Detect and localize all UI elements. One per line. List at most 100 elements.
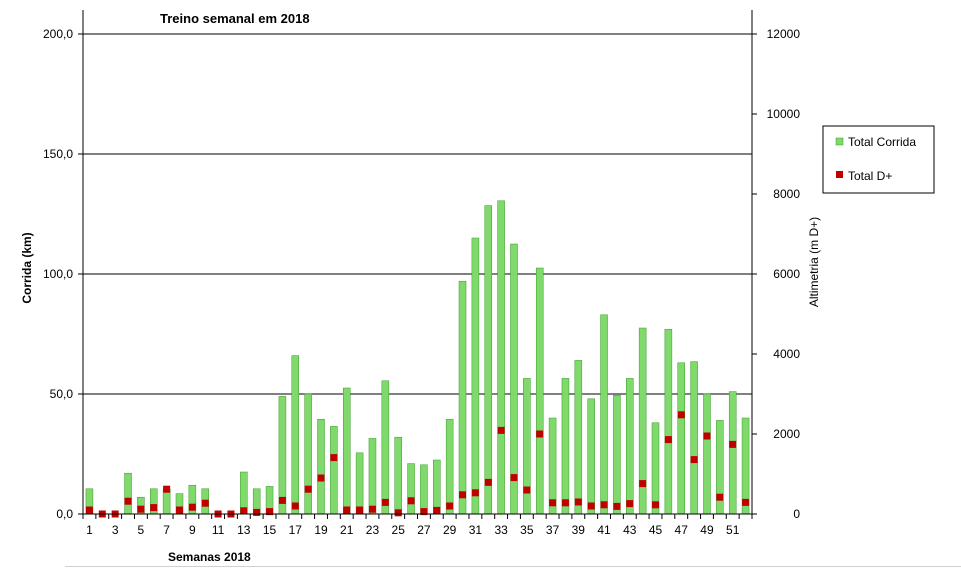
marker-total-dplus (716, 493, 724, 501)
bar-total-corrida (497, 200, 505, 515)
x-tick-label: 23 (366, 523, 380, 537)
marker-total-dplus (536, 430, 544, 438)
marker-total-dplus (343, 506, 351, 514)
bar-total-corrida (535, 267, 544, 515)
legend-swatch-corrida (835, 137, 844, 146)
legend-label-dplus: Total D+ (848, 169, 892, 183)
marker-total-dplus (613, 502, 621, 510)
x-tick-label: 45 (649, 523, 663, 537)
chart-title: Treino semanal em 2018 (160, 11, 310, 26)
x-tick-label: 51 (726, 523, 740, 537)
bar-total-corrida (728, 391, 737, 515)
y2-tick-label: 0 (793, 507, 800, 521)
x-tick-label: 1 (86, 523, 93, 537)
marker-total-dplus (549, 499, 557, 507)
bar-total-corrida (651, 422, 660, 515)
marker-total-dplus (253, 508, 261, 516)
bar-total-corrida (407, 463, 415, 515)
x-tick-label: 35 (520, 523, 534, 537)
marker-total-dplus (330, 454, 338, 462)
y2-tick-label: 8000 (773, 187, 800, 201)
marker-total-dplus (150, 504, 158, 512)
bar-total-corrida (561, 378, 570, 515)
x-tick-label: 15 (263, 523, 277, 537)
x-tick-label: 25 (392, 523, 406, 537)
x-axis-title: Semanas 2018 (168, 550, 251, 564)
y2-tick-label: 10000 (767, 107, 801, 121)
axes (82, 10, 753, 515)
x-tick-label: 11 (212, 523, 225, 537)
bar-total-corrida (626, 378, 634, 515)
legend-label-corrida: Total Corrida (848, 135, 916, 149)
x-tick-label: 39 (572, 523, 586, 537)
marker-total-dplus (201, 499, 209, 507)
y2-axis-title: Altimetria (m D+) (807, 217, 821, 307)
y2-tick-label: 12000 (767, 27, 801, 41)
bar-total-corrida (317, 418, 325, 515)
bar-total-corrida (703, 393, 711, 515)
marker-total-dplus (446, 502, 454, 510)
marker-total-dplus (639, 480, 647, 488)
bar-total-corrida (342, 387, 351, 515)
marker-total-dplus (137, 505, 145, 513)
marker-total-dplus (587, 502, 595, 510)
marker-total-dplus (368, 505, 376, 513)
y-tick-label: 100,0 (43, 267, 73, 281)
bar-total-corrida (587, 398, 595, 515)
marker-total-dplus (394, 509, 402, 517)
y-axis-title: Corrida (km) (20, 232, 34, 303)
marker-total-dplus (690, 456, 698, 464)
marker-total-dplus (278, 496, 286, 504)
x-tick-label: 31 (469, 523, 483, 537)
gridlines (83, 33, 752, 395)
marker-total-dplus (304, 485, 312, 493)
x-tick-label: 33 (494, 523, 508, 537)
left-axis-ticks: 0,0 50,0 100,0 150,0 200,0 (43, 27, 83, 521)
marker-total-dplus (459, 491, 467, 499)
x-tick-label: 21 (340, 523, 354, 537)
x-tick-label: 49 (700, 523, 714, 537)
x-tick-label: 41 (597, 523, 611, 537)
bar-total-corrida (355, 452, 364, 515)
y2-tick-label: 2000 (773, 427, 800, 441)
bar-total-corrida (278, 396, 287, 515)
marker-total-dplus (497, 426, 505, 434)
x-tick-label: 7 (163, 523, 170, 537)
y-tick-label: 200,0 (43, 27, 73, 41)
y-tick-label: 0,0 (56, 507, 73, 521)
x-tick-label: 47 (675, 523, 689, 537)
bar-total-corrida (484, 205, 493, 515)
bar-total-corrida (381, 380, 390, 515)
marker-total-dplus (291, 502, 299, 510)
marker-series (85, 411, 750, 518)
bar-total-corrida (600, 314, 608, 515)
x-tick-label: 17 (289, 523, 303, 537)
x-tick-label: 3 (112, 523, 119, 537)
marker-total-dplus (188, 503, 196, 511)
bar-total-corrida (445, 418, 454, 515)
marker-total-dplus (317, 474, 325, 482)
marker-total-dplus (266, 508, 274, 516)
marker-total-dplus (420, 508, 428, 516)
marker-total-dplus (664, 436, 672, 444)
x-tick-label: 27 (417, 523, 431, 537)
marker-total-dplus (381, 498, 389, 506)
bar-total-corrida (677, 362, 685, 515)
marker-total-dplus (510, 474, 518, 482)
marker-total-dplus (729, 440, 737, 448)
x-tick-label: 5 (138, 523, 145, 537)
marker-total-dplus (175, 506, 183, 514)
marker-total-dplus (652, 501, 660, 509)
marker-total-dplus (484, 478, 492, 486)
bar-total-corrida (368, 438, 377, 515)
bar-total-corrida (690, 361, 698, 515)
bar-series (85, 200, 750, 515)
y2-tick-label: 4000 (773, 347, 800, 361)
bar-total-corrida (471, 237, 480, 515)
bar-total-corrida (330, 426, 338, 515)
bar-total-corrida (574, 360, 583, 515)
x-tick-label: 37 (546, 523, 560, 537)
y2-tick-label: 6000 (773, 267, 800, 281)
x-tick-label: 13 (237, 523, 251, 537)
